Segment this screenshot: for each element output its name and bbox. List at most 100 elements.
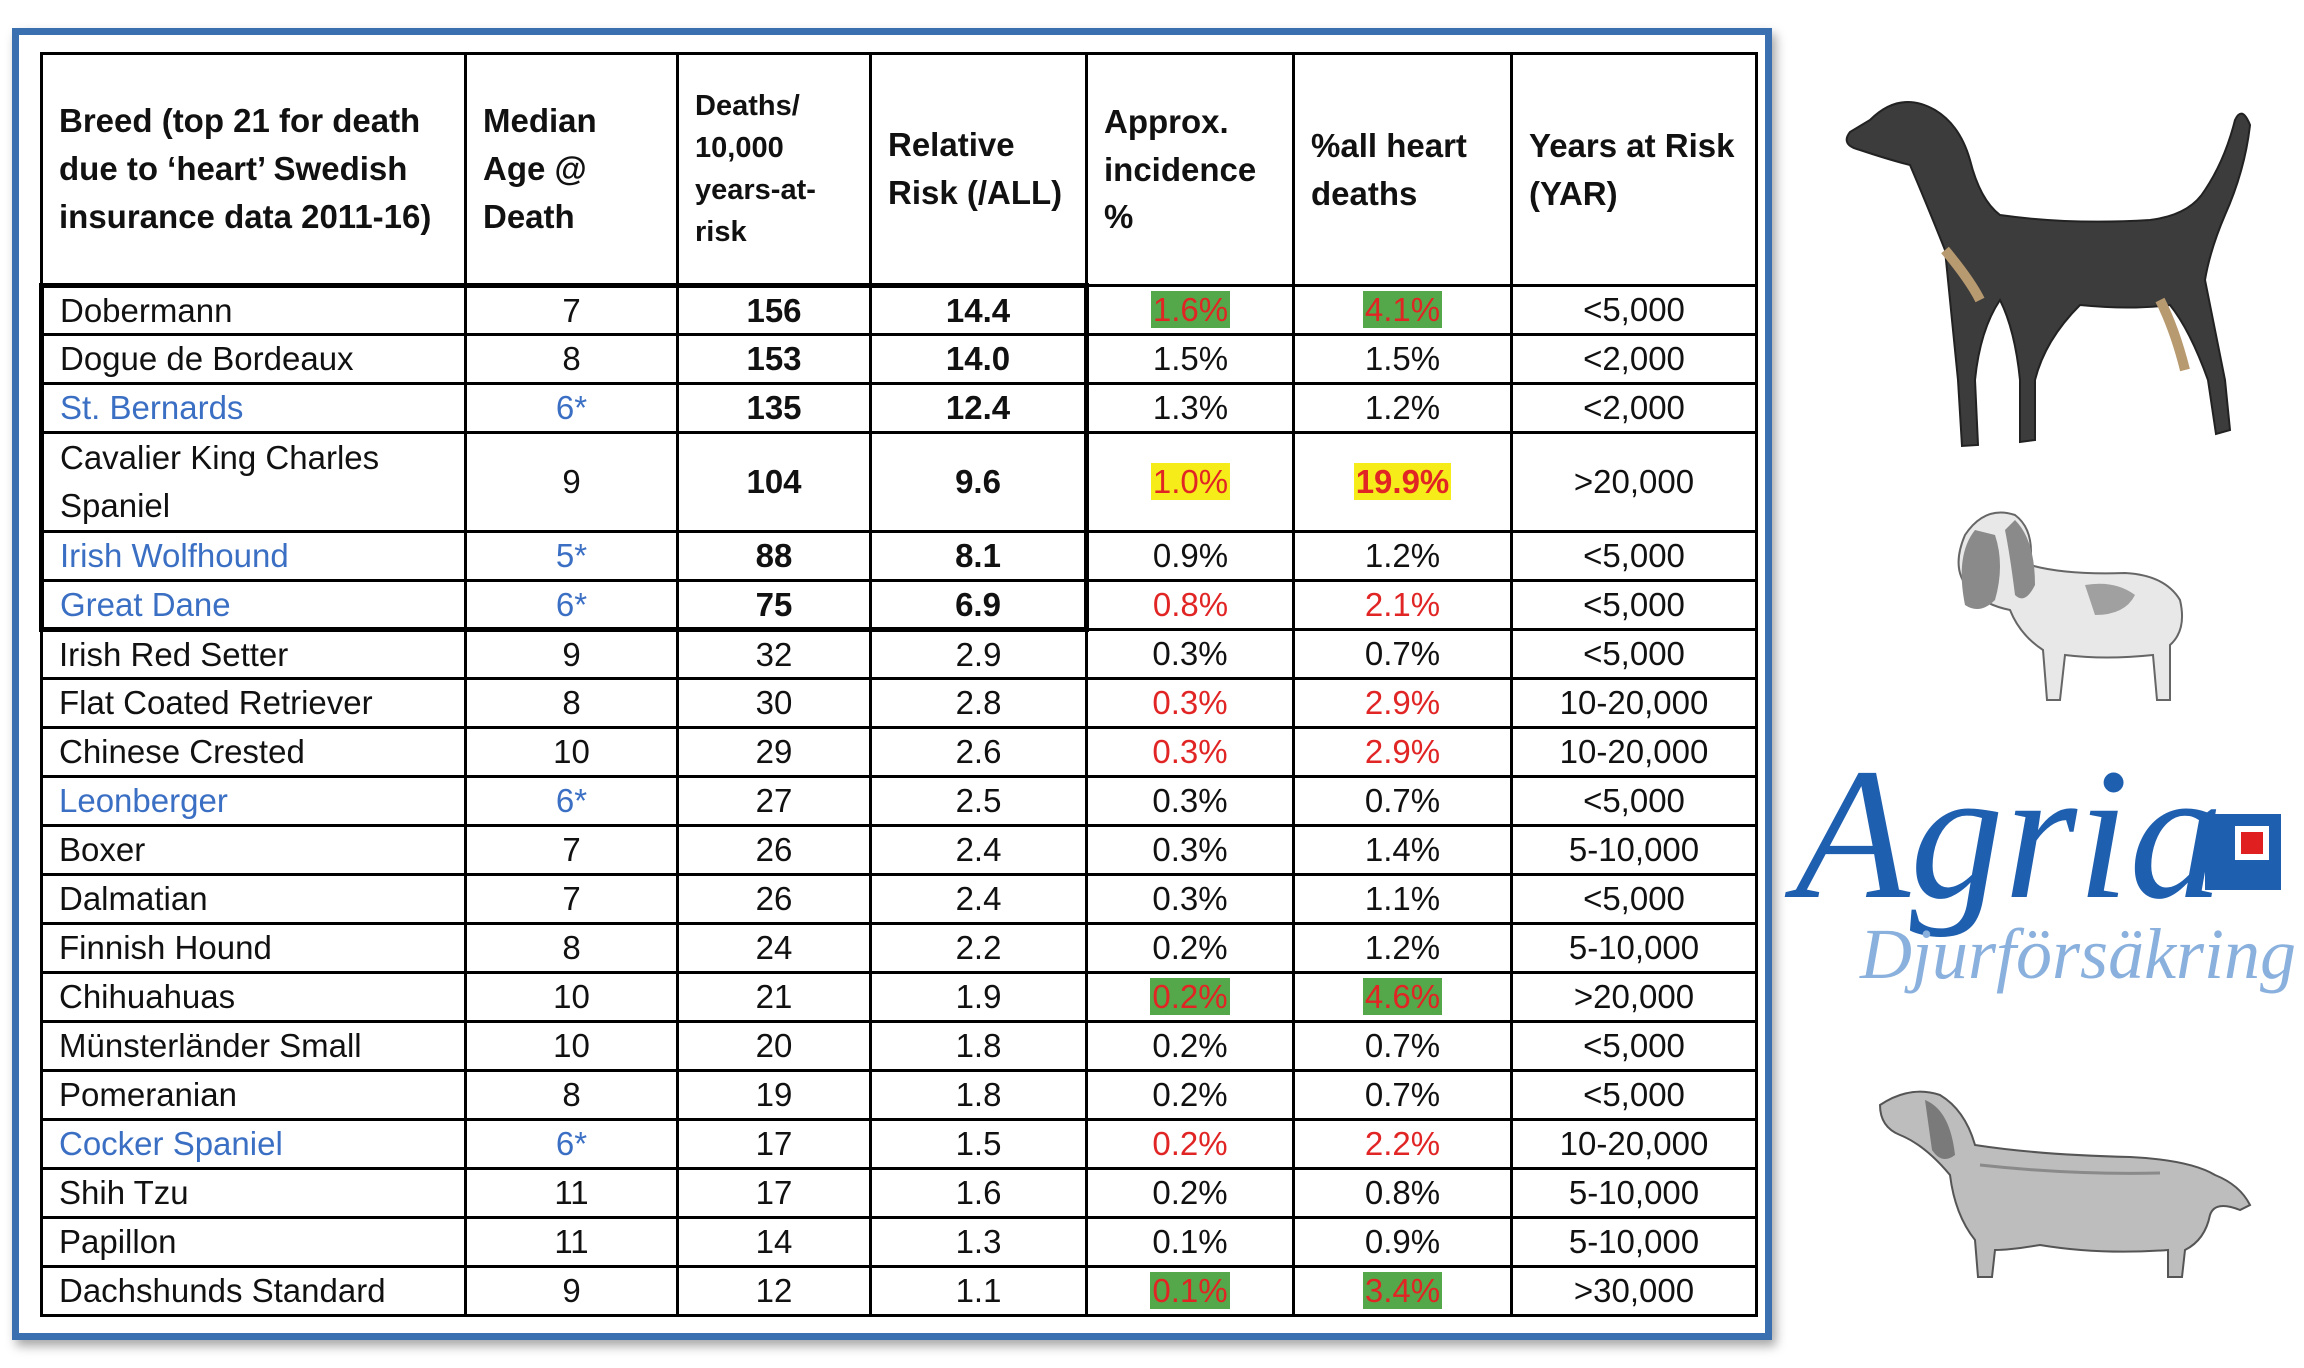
breed-value: Dobermann: [60, 291, 233, 329]
deaths-cell: 17: [676, 1118, 872, 1170]
pct-heart-deaths-cell: 2.9%: [1292, 726, 1513, 778]
years-at-risk-cell: <5,000: [1510, 775, 1758, 827]
pct-heart-deaths-value: 2.2%: [1364, 1125, 1441, 1162]
incidence-value: 0.3%: [1152, 635, 1228, 672]
deaths-cell: 135: [676, 382, 872, 434]
years-at-risk-value: <5,000: [1583, 537, 1685, 574]
median-age-value: 8: [562, 340, 581, 377]
incidence-cell: 0.1%: [1085, 1216, 1295, 1268]
pct-heart-deaths-value: 1.1%: [1364, 880, 1441, 917]
relative-risk-value: 2.9: [955, 635, 1002, 673]
table-frame: Breed (top 21 for death due to ‘heart’ S…: [12, 28, 1772, 1340]
incidence-cell: 0.3%: [1085, 775, 1295, 827]
median-age-cell: 6*: [464, 775, 679, 827]
dobermann-illustration: [1845, 101, 2252, 448]
breed-cell: Flat Coated Retriever: [40, 677, 467, 729]
relative-risk-value: 2.5: [955, 782, 1002, 819]
deaths-cell: 153: [676, 333, 872, 385]
deaths-value: 104: [746, 463, 802, 500]
breed-value: Münsterländer Small: [59, 1027, 362, 1064]
median-age-cell: 6*: [464, 579, 679, 632]
deaths-value: 32: [755, 635, 793, 673]
relative-risk-value: 2.2: [955, 929, 1002, 966]
incidence-value: 0.2%: [1152, 1027, 1228, 1064]
breed-value: Irish Wolfhound: [60, 537, 289, 574]
agria-logo-text: Agria: [1795, 729, 2224, 938]
median-age-cell: 6*: [464, 382, 679, 434]
breed-value: Dogue de Bordeaux: [60, 340, 354, 377]
pct-heart-deaths-cell: 1.1%: [1292, 873, 1513, 925]
incidence-value: 1.0%: [1150, 463, 1231, 500]
median-age-value: 7: [562, 291, 581, 329]
deaths-value: 19: [755, 1076, 793, 1113]
breed-value: Chinese Crested: [59, 733, 305, 770]
breed-value: Shih Tzu: [59, 1174, 189, 1211]
years-at-risk-value: <5,000: [1583, 291, 1685, 328]
deaths-value: 135: [746, 389, 802, 426]
years-at-risk-cell: 5-10,000: [1510, 1216, 1758, 1268]
incidence-cell: 0.3%: [1085, 726, 1295, 778]
pct-heart-deaths-cell: 0.7%: [1292, 628, 1513, 680]
breed-cell: Münsterländer Small: [40, 1020, 467, 1072]
table-row: Irish Red Setter 9 32 2.9 0.3% 0.7% <5,000: [40, 628, 1758, 680]
pct-heart-deaths-value: 4.1%: [1362, 291, 1443, 328]
breed-value: Leonberger: [59, 782, 228, 819]
pct-heart-deaths-value: 19.9%: [1353, 463, 1452, 500]
pct-heart-deaths-cell: 1.2%: [1292, 922, 1513, 974]
median-age-value: 10: [553, 978, 590, 1015]
table-row: Cocker Spaniel 6* 17 1.5 0.2% 2.2% 10-20,000: [40, 1118, 1758, 1170]
incidence-value: 0.3%: [1152, 831, 1228, 868]
header-deaths: Deaths/ 10,000 years-at-risk: [676, 52, 872, 287]
table-row: Finnish Hound 8 24 2.2 0.2% 1.2% 5-10,000: [40, 922, 1758, 974]
deaths-value: 30: [755, 684, 793, 721]
table-row: Leonberger 6* 27 2.5 0.3% 0.7% <5,000: [40, 775, 1758, 827]
median-age-value: 10: [553, 733, 590, 770]
pct-heart-deaths-cell: 0.9%: [1292, 1216, 1513, 1268]
pct-heart-deaths-value: 1.2%: [1364, 537, 1441, 574]
years-at-risk-value: <5,000: [1583, 635, 1685, 672]
relative-risk-value: 12.4: [945, 389, 1011, 426]
deaths-cell: 26: [676, 873, 872, 925]
cavalier-illustration: [1957, 511, 2183, 701]
pct-heart-deaths-cell: 3.4%: [1292, 1265, 1513, 1317]
deaths-cell: 104: [676, 431, 872, 533]
pct-heart-deaths-cell: 1.2%: [1292, 382, 1513, 434]
median-age-value: 5*: [555, 537, 588, 574]
median-age-value: 6*: [555, 389, 588, 426]
breed-cell: Cocker Spaniel: [40, 1118, 467, 1170]
median-age-value: 6*: [555, 585, 588, 623]
deaths-cell: 24: [676, 922, 872, 974]
median-age-value: 8: [562, 929, 581, 966]
pct-heart-deaths-value: 0.7%: [1364, 782, 1441, 819]
relative-risk-cell: 2.5: [869, 775, 1088, 827]
median-age-cell: 11: [464, 1216, 679, 1268]
deaths-cell: 88: [676, 530, 872, 582]
years-at-risk-cell: 10-20,000: [1510, 1118, 1758, 1170]
deaths-value: 156: [746, 291, 802, 329]
table-row: Chinese Crested 10 29 2.6 0.3% 2.9% 10-20,000: [40, 726, 1758, 778]
median-age-value: 6*: [555, 1125, 588, 1162]
incidence-value: 0.1%: [1150, 1272, 1230, 1309]
incidence-cell: 0.3%: [1085, 677, 1295, 729]
incidence-value: 0.8%: [1152, 586, 1229, 623]
header-pct-heart-deaths: %all heart deaths: [1292, 52, 1513, 287]
table-row: St. Bernards 6* 135 12.4 1.3% 1.2% <2,000: [39, 382, 1758, 434]
relative-risk-value: 1.3: [955, 1223, 1002, 1260]
deaths-cell: 14: [676, 1216, 872, 1268]
deaths-value: 26: [755, 831, 793, 868]
incidence-cell: 1.5%: [1085, 333, 1295, 385]
years-at-risk-value: 5-10,000: [1568, 831, 1700, 868]
median-age-value: 8: [562, 684, 581, 721]
relative-risk-value: 1.6: [955, 1174, 1002, 1211]
relative-risk-cell: 8.1: [869, 530, 1089, 582]
incidence-value: 0.3%: [1152, 782, 1228, 819]
breed-cell: Finnish Hound: [40, 922, 467, 974]
pct-heart-deaths-value: 0.7%: [1364, 1027, 1441, 1064]
median-age-cell: 5*: [464, 530, 679, 582]
deaths-value: 17: [755, 1125, 793, 1162]
years-at-risk-cell: 10-20,000: [1510, 726, 1758, 778]
table-row: Münsterländer Small 10 20 1.8 0.2% 0.7% <5,000: [40, 1020, 1758, 1072]
table-row: Chihuahuas 10 21 1.9 0.2% 4.6% >20,000: [40, 971, 1758, 1023]
median-age-cell: 9: [464, 1265, 679, 1317]
pct-heart-deaths-value: 1.4%: [1364, 831, 1441, 868]
